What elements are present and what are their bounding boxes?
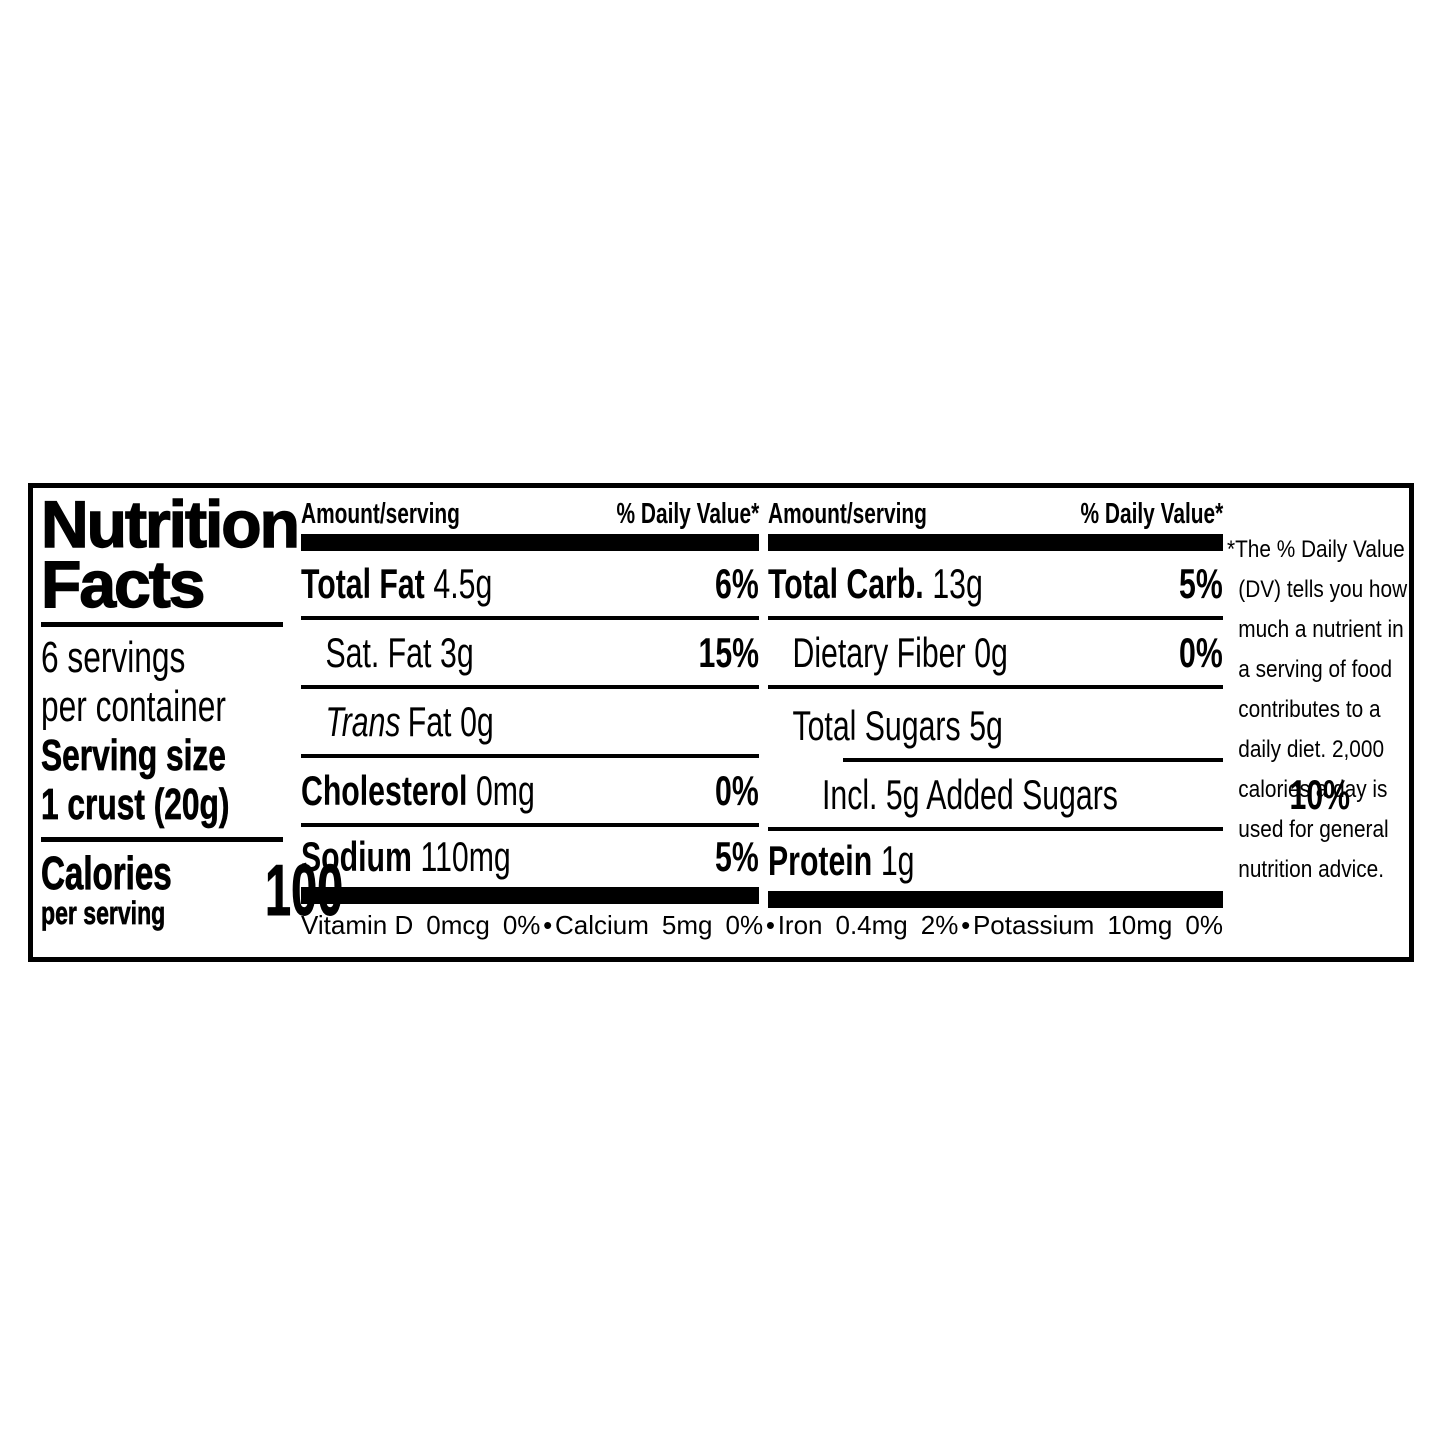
servings-line-1: 6 servings: [41, 633, 186, 682]
divider: [41, 837, 283, 842]
column-2-header: Amount/serving % Daily Value*: [768, 498, 1223, 530]
micronutrient-potassium: Potassium 10mg 0%: [972, 910, 1223, 940]
nutrient-column-1: Amount/serving % Daily Value* Total Fat 4…: [301, 500, 759, 904]
daily-value: 15%: [698, 628, 759, 676]
daily-value: 6%: [715, 559, 759, 607]
nutrient-row-cholesterol: Cholesterol 0mg 0%: [301, 758, 759, 827]
serving-size-value: 1 crust (20g): [41, 780, 230, 830]
bullet-separator: •: [543, 910, 553, 940]
bullet-separator: •: [961, 910, 971, 940]
nutrient-row-trans-fat: Trans Fat 0g: [301, 689, 759, 758]
nutrient-row-dietary-fiber: Dietary Fiber 0g 0%: [768, 620, 1223, 689]
daily-value: 0%: [1179, 628, 1223, 676]
divider: [41, 622, 283, 627]
nutrient-row-total-carb: Total Carb. 13g 5%: [768, 551, 1223, 620]
micronutrient-calcium: Calcium 5mg 0%: [555, 910, 764, 940]
daily-value: 5%: [1179, 559, 1223, 607]
calories-row: Calories per serving 100: [41, 847, 343, 932]
nutrient-column-2: Amount/serving % Daily Value* Total Carb…: [768, 498, 1350, 908]
thick-bar: [768, 891, 1223, 908]
thick-bar: [301, 534, 759, 551]
nutrient-row-total-sugars: Total Sugars 5g: [768, 689, 1223, 762]
nutrition-facts-label: Nutrition Facts 6 servings per container…: [28, 483, 1414, 962]
thick-bar: [768, 534, 1223, 551]
nutrient-row-total-fat: Total Fat 4.5g 6%: [301, 551, 759, 620]
label-title: Nutrition Facts: [40, 487, 300, 621]
micronutrient-vitamin-d: Vitamin D 0mcg 0%: [301, 910, 541, 940]
daily-value-footnote: *The % Daily Value (DV) tells you how mu…: [1227, 536, 1408, 883]
amount-per-serving-header: Amount/serving: [301, 498, 460, 530]
calories-label: Calories: [41, 847, 172, 899]
title-line-1: Nutrition: [40, 487, 300, 561]
calories-labels: Calories per serving: [41, 847, 223, 932]
nutrient-row-protein: Protein 1g: [768, 837, 915, 884]
thick-bar: [301, 887, 759, 904]
left-panel: Nutrition Facts 6 servings per container…: [40, 487, 343, 932]
serving-size-label: Serving size: [41, 731, 226, 781]
micronutrient-iron: Iron 0.4mg 2%: [777, 910, 959, 940]
micronutrients-row: Vitamin D 0mcg 0% • Calcium 5mg 0% • Iro…: [301, 908, 1223, 942]
daily-value: 10%: [1289, 770, 1351, 818]
title-line-2: Facts: [40, 547, 206, 621]
amount-per-serving-header: Amount/serving: [768, 498, 927, 530]
servings-per-container: 6 servings per container: [41, 633, 283, 731]
nutrient-row-sat-fat: Sat. Fat 3g 15%: [301, 620, 759, 689]
daily-value-header: % Daily Value*: [1080, 498, 1223, 530]
nutrient-row-added-sugars: Incl. 5g Added Sugars 10%: [768, 762, 1350, 831]
daily-value: 0%: [715, 766, 759, 814]
serving-size: Serving size 1 crust (20g): [41, 731, 283, 830]
calories-sublabel: per serving: [41, 895, 166, 932]
bullet-separator: •: [765, 910, 775, 940]
nutrient-row-sodium: Sodium 110mg 5%: [301, 833, 759, 880]
column-1-header: Amount/serving % Daily Value*: [301, 498, 759, 530]
servings-line-2: per container: [41, 682, 226, 731]
daily-value: 5%: [715, 833, 759, 880]
daily-value-header: % Daily Value*: [616, 498, 759, 530]
